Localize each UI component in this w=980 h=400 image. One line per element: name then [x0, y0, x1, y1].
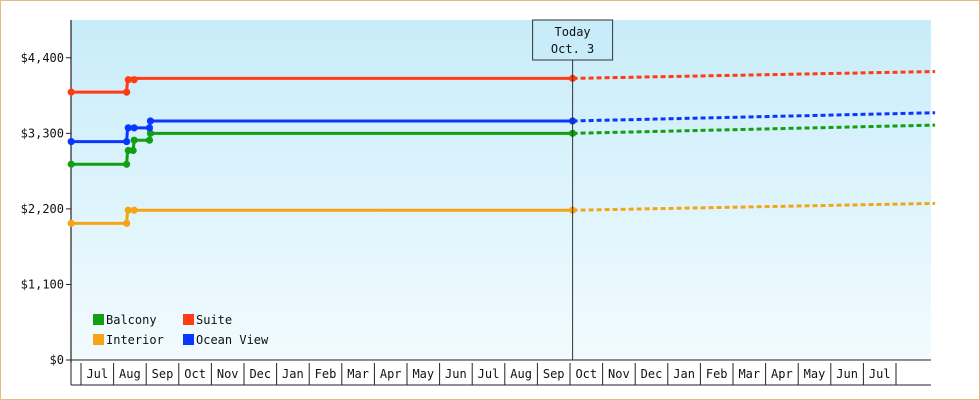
legend-label: Ocean View [196, 333, 269, 347]
data-point [124, 76, 132, 84]
series-forecast-line [572, 111, 936, 123]
month-label: Dec [249, 367, 271, 381]
series-suite [67, 70, 936, 96]
month-label: Mar [738, 367, 760, 381]
month-label: Dec [641, 367, 663, 381]
data-point [129, 146, 137, 155]
series-interior [67, 201, 936, 227]
legend-swatch [183, 314, 194, 325]
data-point [146, 129, 155, 137]
month-label: May [804, 367, 826, 381]
data-point [67, 88, 75, 96]
month-label: Mar [347, 367, 369, 381]
month-label: Jan [673, 367, 695, 381]
legend-item: Interior [93, 333, 164, 347]
data-point [123, 88, 131, 96]
legend-item: Balcony [93, 313, 157, 327]
data-point [67, 219, 75, 227]
month-label: Sep [152, 367, 174, 381]
y-tick-label: $0 [50, 353, 64, 367]
legend-label: Balcony [106, 313, 157, 327]
month-strip [71, 363, 931, 385]
legend-swatch [93, 314, 104, 325]
series-line [71, 119, 573, 144]
y-tick-label: $4,400 [21, 51, 64, 65]
month-label: Jul [869, 367, 891, 381]
month-label: Oct [575, 367, 597, 381]
month-label: Feb [315, 367, 337, 381]
series-forecast-line [572, 201, 936, 212]
month-label: Apr [380, 367, 402, 381]
data-point [130, 136, 138, 144]
month-label: Aug [510, 367, 532, 381]
data-point [146, 117, 155, 125]
today-box [532, 19, 614, 61]
legend-swatch [183, 334, 194, 345]
month-label: Jun [836, 367, 858, 381]
month-label: Jan [282, 367, 304, 381]
legend-label: Interior [106, 333, 164, 347]
data-point [123, 219, 131, 227]
plot-background [71, 20, 931, 360]
month-label: Sep [543, 367, 565, 381]
data-point [145, 124, 154, 132]
month-label: Nov [217, 367, 239, 381]
data-point [130, 206, 138, 214]
series-ocean-view [67, 111, 936, 146]
legend-item: Ocean View [183, 333, 269, 347]
data-point [145, 136, 154, 144]
data-point [123, 137, 131, 146]
month-label: Jul [478, 367, 500, 381]
month-label: Aug [119, 367, 141, 381]
month-label: Nov [608, 367, 630, 381]
data-point [67, 137, 75, 146]
month-label: Feb [706, 367, 728, 381]
month-label: Jun [445, 367, 467, 381]
month-label: Oct [184, 367, 206, 381]
y-tick-label: $2,200 [21, 202, 64, 216]
series-balcony [67, 123, 936, 168]
data-point [123, 160, 131, 168]
month-label: Apr [771, 367, 793, 381]
y-tick-label: $3,300 [21, 126, 64, 140]
legend-item: Suite [183, 313, 232, 327]
legend-label: Suite [196, 313, 232, 327]
series-line [71, 208, 573, 225]
series-forecast-line [572, 70, 936, 80]
data-point [124, 124, 132, 132]
series-forecast-line [572, 123, 936, 135]
legend-swatch [93, 334, 104, 345]
series-line [71, 76, 573, 94]
data-point [124, 206, 132, 214]
data-point [130, 124, 138, 132]
month-label: Jul [86, 367, 108, 381]
month-label: May [412, 367, 434, 381]
data-point [130, 76, 138, 84]
data-point [67, 160, 75, 168]
today-date: Oct. 3 [551, 42, 594, 56]
today-label: Today [555, 25, 591, 39]
y-tick-label: $1,100 [21, 277, 64, 291]
